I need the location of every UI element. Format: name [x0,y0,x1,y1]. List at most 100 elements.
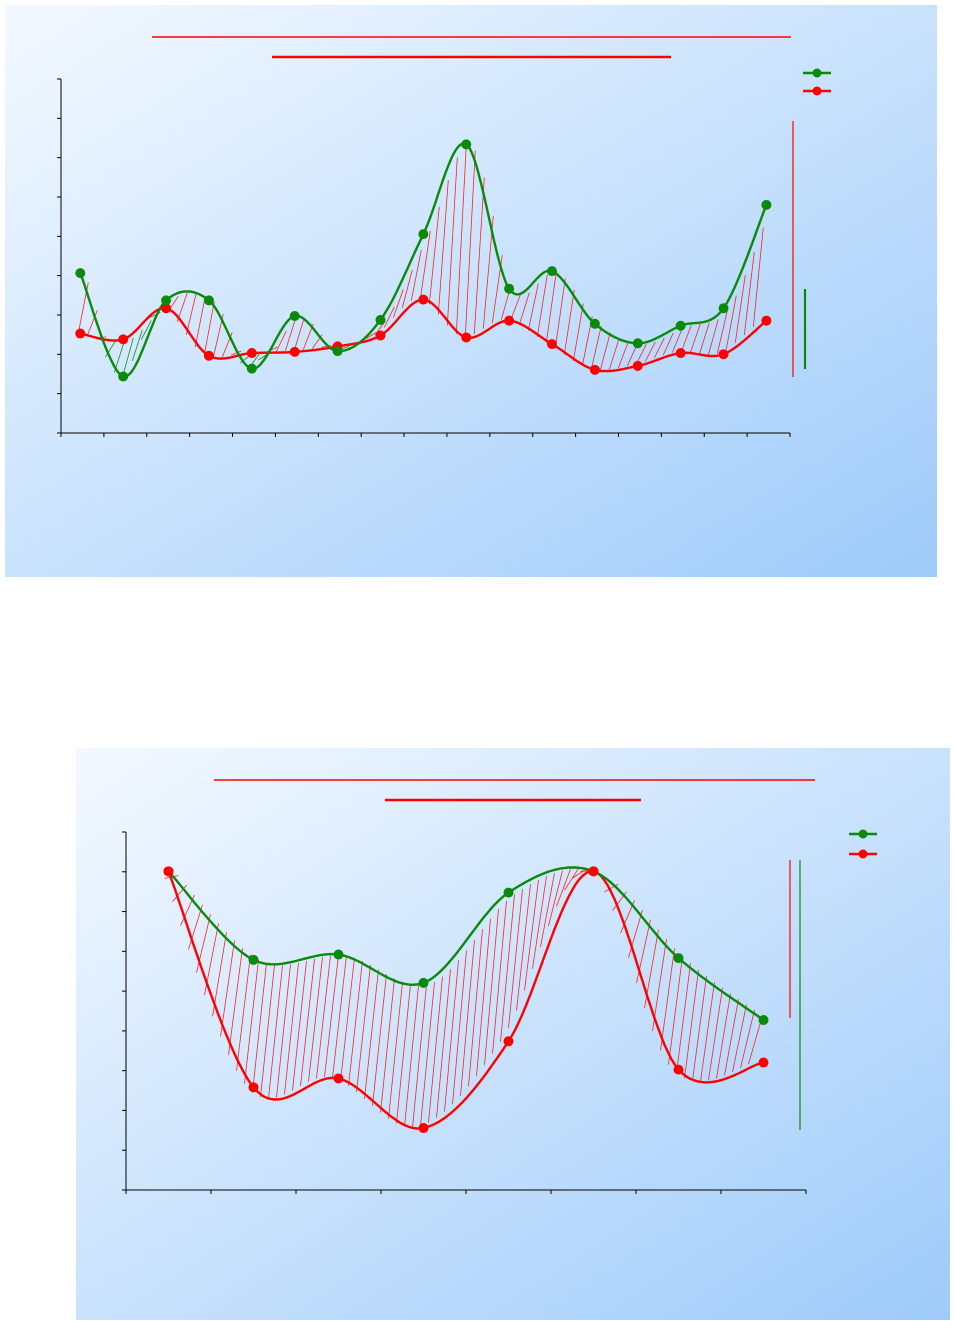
series-1-point [504,283,515,294]
series-1-point [333,949,344,960]
series-2-line [167,870,764,1130]
hatch-line [228,947,243,1055]
hatch-line [268,965,283,1099]
hatch-line [172,884,187,902]
hatch-line [545,271,557,343]
chart-background [5,5,937,577]
hatch-line [203,301,215,356]
hatch-line [122,337,134,375]
series-2-point [248,1082,259,1093]
legend-marker-1 [812,68,822,78]
chart-2-svg [76,748,950,1320]
series-2-point [418,1123,429,1134]
series-2-point [547,339,558,350]
series-1-point [761,199,772,210]
hatch-line [628,909,643,958]
series-1-point [75,268,86,279]
series-1-point [503,887,514,898]
hatch-line [708,987,723,1081]
hatch-line [684,969,699,1079]
legend [849,829,877,859]
hatch-line [293,317,305,351]
hatch-line [740,1009,755,1069]
hatch-line [689,323,701,353]
hatch-line [617,341,629,369]
hatch-line [446,157,458,326]
hatch-line [518,292,530,326]
hatch-line [707,319,719,356]
series-1-point [461,139,472,150]
hatch-line [572,303,584,361]
hatch-line [548,870,563,926]
hatch-line [188,904,203,950]
hatch-line [383,306,395,328]
hatch-line [716,993,731,1079]
hatch-line [419,230,431,299]
hatch-line [473,177,485,335]
series-1-point [589,318,600,329]
series-2-point [504,315,515,326]
hatch-line [437,180,449,315]
hatch-line [260,964,275,1098]
series-2-point [589,364,600,375]
hatch-line [556,868,571,907]
hatch-line [140,320,152,340]
chart-panel-1 [5,5,937,577]
series-2-point [675,348,686,359]
legend-marker-1 [858,829,868,839]
hatch-line [590,325,602,370]
hatch-line [236,954,251,1071]
series-2-point [75,328,86,339]
chart-panel-2 [76,748,950,1320]
hatch-line [428,976,443,1123]
hatch-line [476,918,491,1077]
hatch-line [452,950,467,1105]
hatch-line [372,974,387,1106]
series-1-point [632,338,643,349]
hatch-line [364,969,379,1099]
hatch-line [444,960,459,1112]
hatch-line [563,289,575,355]
series-1-point [332,346,343,357]
hatch-line [604,883,619,893]
hatch-line [348,960,363,1086]
hatch-line [332,955,347,1078]
hatch-line [492,900,507,1054]
hatch-line [500,894,515,1042]
hatch-line [308,957,323,1082]
hatch-line [725,295,737,350]
hatch-line [392,289,404,318]
hatch-line [460,939,475,1096]
hatch-line [662,332,674,356]
hatch-line [676,963,691,1074]
series-2-point [333,1073,344,1084]
series-1-point [161,295,172,306]
series-2-point [718,349,729,360]
series-1-point [418,229,429,240]
series-1-point [248,954,259,965]
hatch-line [716,310,728,354]
hatch-line [671,328,683,353]
hatch-line [404,985,419,1127]
series-1-point [203,295,214,306]
hatch-line [455,145,467,335]
legend-marker-2 [858,849,868,859]
hatch-line [564,868,579,891]
hatch-line [464,150,476,337]
series-1-point [673,953,684,964]
hatch-line [284,319,296,352]
hatch-line [540,872,555,947]
hatch-line [436,969,451,1118]
hatch-line [244,959,259,1084]
hatch-line [698,322,710,355]
hatch-line [275,330,287,352]
hatch-line [752,227,764,327]
hatch-line [321,344,332,348]
series-1-point [675,320,686,331]
series-2-point [418,294,429,305]
hatch-line [185,292,197,335]
hatch-line [635,343,647,365]
series-2-point [163,866,174,877]
hatch-line [324,955,339,1077]
hatch-line [252,963,267,1093]
